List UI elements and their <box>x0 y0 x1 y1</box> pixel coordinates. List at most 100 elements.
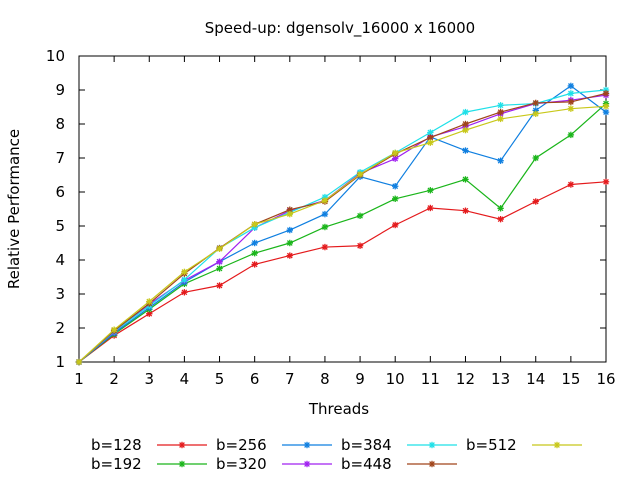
legend-marker-b-320 <box>303 460 311 468</box>
legend-label-b-320: b=320 <box>216 455 267 473</box>
data-point-b-128 <box>181 289 188 296</box>
data-point-b-512 <box>251 221 258 228</box>
x-tick-label: 8 <box>320 370 330 388</box>
legend-marker-b-128 <box>178 441 186 449</box>
data-point-b-384 <box>181 276 188 283</box>
series-layer <box>75 82 610 366</box>
data-point-b-512 <box>427 139 434 146</box>
y-tick-label: 4 <box>55 251 65 269</box>
data-point-b-448 <box>497 108 504 116</box>
x-tick-label: 10 <box>386 370 405 388</box>
legend-marker-b-256 <box>303 441 311 449</box>
data-point-b-256 <box>251 239 258 247</box>
y-axis: 1 2 3 4 5 6 7 8 9 10 <box>46 47 606 371</box>
y-tick-label: 8 <box>55 115 65 133</box>
data-point-b-512 <box>567 105 575 112</box>
data-point-b-256 <box>462 147 469 154</box>
y-tick-label: 9 <box>55 81 65 99</box>
y-tick-label: 7 <box>55 149 65 167</box>
x-tick-label: 12 <box>456 370 475 388</box>
legend-label-b-256: b=256 <box>216 436 267 454</box>
data-point-b-448 <box>462 120 469 128</box>
series-line-b-192 <box>78 103 607 363</box>
y-tick-label: 10 <box>46 47 65 65</box>
x-tick-label: 11 <box>421 370 440 388</box>
series-line-b-512 <box>78 105 607 363</box>
data-point-b-192 <box>462 176 469 183</box>
data-point-b-320 <box>392 155 399 162</box>
data-point-b-192 <box>251 250 258 257</box>
data-point-b-128 <box>216 282 223 289</box>
data-point-b-192 <box>356 212 364 219</box>
data-point-b-512 <box>497 115 504 123</box>
x-tick-label: 1 <box>74 370 84 388</box>
data-point-b-128 <box>532 198 539 205</box>
data-point-b-320 <box>216 258 223 265</box>
data-point-b-256 <box>286 226 293 234</box>
x-tick-label: 13 <box>491 370 510 388</box>
x-axis-title: Threads <box>308 400 369 418</box>
legend-marker-b-448 <box>428 460 436 468</box>
data-point-b-128 <box>356 242 364 249</box>
x-tick-label: 16 <box>596 370 615 388</box>
data-point-b-384 <box>462 108 469 116</box>
y-tick-label: 5 <box>55 217 65 235</box>
data-point-b-448 <box>427 134 434 141</box>
legend-marker-b-512 <box>553 441 561 449</box>
data-point-b-128 <box>497 216 504 223</box>
series-line-b-384 <box>78 89 607 363</box>
data-point-b-512 <box>181 268 188 276</box>
x-tick-label: 4 <box>180 370 190 388</box>
data-point-b-128 <box>321 243 329 251</box>
x-tick-label: 2 <box>109 370 119 388</box>
data-point-b-192 <box>321 223 329 231</box>
y-tick-label: 3 <box>55 285 65 303</box>
data-point-b-128 <box>602 178 610 185</box>
data-point-b-192 <box>532 154 539 162</box>
data-point-b-512 <box>392 149 399 157</box>
data-point-b-448 <box>567 98 575 106</box>
series-line-b-256 <box>78 85 607 363</box>
x-tick-label: 6 <box>250 370 260 388</box>
x-tick-label: 3 <box>144 370 154 388</box>
data-point-b-192 <box>392 195 399 202</box>
data-point-b-512 <box>286 210 293 218</box>
data-point-b-128 <box>146 310 153 317</box>
data-point-b-384 <box>497 102 504 109</box>
data-point-b-512 <box>356 171 364 178</box>
x-tick-label: 5 <box>215 370 225 388</box>
data-point-b-256 <box>497 157 504 164</box>
series-line-b-128 <box>78 181 607 363</box>
legend-label-b-192: b=192 <box>91 455 142 473</box>
data-point-b-256 <box>321 210 329 218</box>
data-point-b-256 <box>567 82 575 90</box>
y-tick-label: 1 <box>55 353 65 371</box>
data-point-b-512 <box>110 326 118 333</box>
y-axis-title: Relative Performance <box>5 129 23 289</box>
data-point-b-192 <box>497 205 504 212</box>
legend-label-b-448: b=448 <box>341 455 392 473</box>
x-tick-label: 15 <box>561 370 580 388</box>
legend-label-b-512: b=512 <box>466 436 517 454</box>
data-point-b-128 <box>427 204 434 212</box>
data-point-b-192 <box>286 239 293 247</box>
data-point-b-512 <box>462 126 469 134</box>
data-point-b-128 <box>286 252 293 259</box>
data-point-b-128 <box>567 181 575 188</box>
data-point-b-512 <box>216 245 223 252</box>
legend-marker-b-384 <box>428 441 436 449</box>
data-point-b-512 <box>602 103 610 110</box>
data-point-b-512 <box>75 358 83 366</box>
data-point-b-128 <box>392 221 399 229</box>
x-tick-label: 9 <box>355 370 365 388</box>
legend-label-b-128: b=128 <box>91 436 142 454</box>
series-line-b-320 <box>78 94 607 363</box>
plot-frame <box>78 55 607 363</box>
data-point-b-128 <box>251 261 258 268</box>
data-point-b-192 <box>427 187 434 194</box>
data-point-b-192 <box>567 131 575 139</box>
data-point-b-192 <box>216 265 223 272</box>
series-line-b-448 <box>78 92 607 363</box>
